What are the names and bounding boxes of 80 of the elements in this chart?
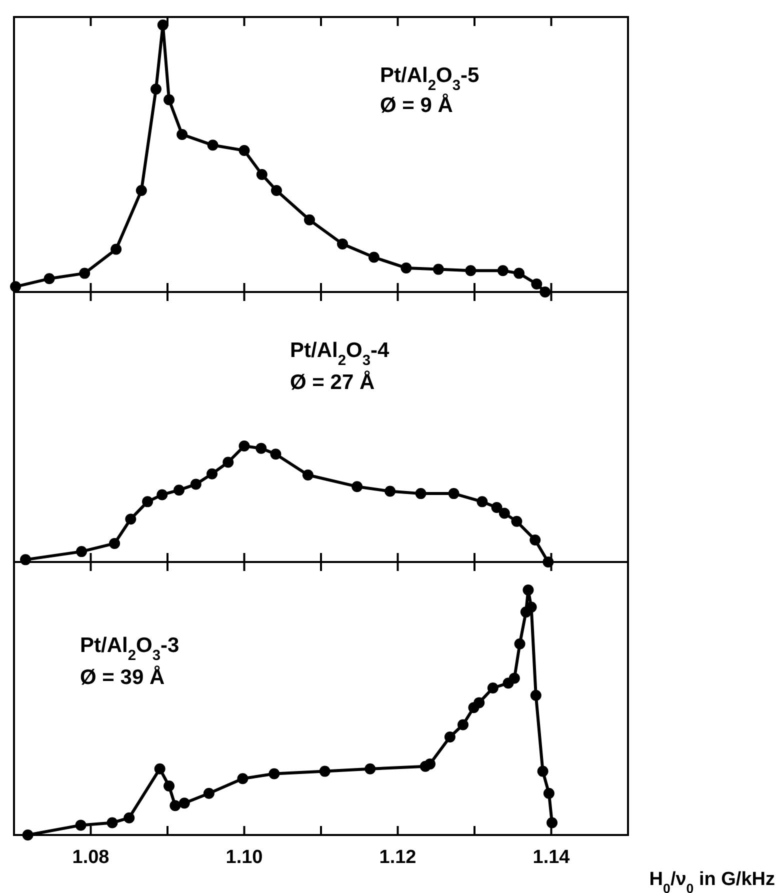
point [415, 488, 426, 500]
point [491, 502, 502, 513]
point [444, 732, 456, 742]
point [176, 128, 188, 140]
point [432, 264, 444, 275]
text: Ø = 27 Å [290, 370, 375, 394]
point [531, 278, 542, 290]
point [124, 812, 135, 824]
point [302, 470, 314, 480]
point [487, 682, 498, 694]
point [238, 144, 250, 156]
point [178, 798, 190, 809]
point [110, 244, 122, 255]
point [142, 496, 154, 508]
point [10, 281, 22, 292]
point [270, 185, 282, 196]
text: Pt/Al$_{2}$O$_{3}$-4 [290, 339, 390, 369]
point [22, 830, 34, 840]
point [364, 763, 376, 774]
point [498, 508, 510, 519]
point [522, 584, 534, 596]
x-tick-label: 1.14 [532, 847, 570, 868]
point [156, 489, 168, 500]
point [256, 169, 268, 180]
point [238, 440, 250, 452]
point [164, 94, 175, 106]
x-tick-label: 1.10 [226, 847, 263, 868]
point [76, 546, 88, 558]
point [476, 496, 488, 508]
point [546, 817, 558, 828]
point [109, 538, 120, 549]
point [268, 768, 280, 780]
point [511, 516, 522, 527]
point [530, 534, 541, 546]
point [170, 800, 181, 812]
point [304, 214, 315, 226]
x-axis-title: H$_{0}$/ν$_{0}$ in G/kHz [649, 869, 775, 893]
point [457, 719, 468, 730]
point [125, 514, 136, 525]
annotation: Ø = 9 Å [380, 93, 453, 117]
point [400, 262, 412, 274]
point [424, 758, 436, 770]
point [150, 84, 162, 95]
point [537, 766, 548, 777]
annotation: Pt/Al$_{2}$O$_{3}$-5 [380, 64, 480, 94]
point [174, 484, 185, 496]
point [368, 252, 380, 263]
point [206, 468, 218, 480]
point [270, 448, 282, 460]
point [190, 478, 202, 490]
point [497, 265, 508, 276]
point [136, 185, 147, 196]
point [203, 788, 214, 799]
point [474, 697, 485, 708]
point [448, 488, 460, 500]
point [75, 820, 86, 831]
point [157, 20, 168, 30]
point [79, 268, 90, 279]
annotation: Ø = 39 Å [80, 665, 165, 689]
point [319, 766, 330, 777]
point [514, 638, 526, 650]
point [465, 265, 476, 276]
point [222, 456, 234, 468]
point [256, 442, 267, 454]
point [44, 273, 55, 284]
point [106, 817, 118, 828]
x-tick-label: 1.12 [379, 847, 416, 868]
point [336, 238, 348, 250]
point [237, 773, 248, 784]
point [164, 780, 175, 792]
point [384, 486, 396, 497]
x-tick-label: 1.08 [72, 847, 110, 868]
point [154, 763, 166, 774]
point [543, 788, 554, 799]
point [530, 690, 542, 701]
point [514, 268, 525, 279]
point [207, 140, 218, 151]
point [508, 672, 520, 684]
annotation: Pt/Al$_{2}$O$_{3}$-3 [80, 634, 180, 664]
point [352, 481, 363, 492]
